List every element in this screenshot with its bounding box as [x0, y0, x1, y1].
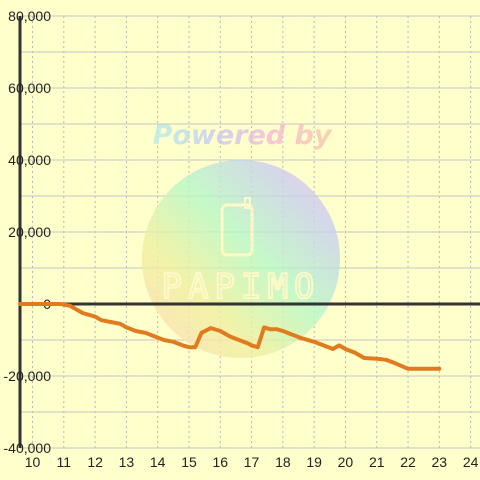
x-tick-label: 16 — [212, 454, 228, 470]
series-group — [18, 302, 442, 371]
x-tick-label: 14 — [150, 454, 166, 470]
watermark-text: Powered by — [153, 120, 333, 151]
x-tick-label: 15 — [181, 454, 197, 470]
x-tick-label: 22 — [400, 454, 416, 470]
x-tick-label: 24 — [463, 454, 479, 470]
y-tick-label: 40,000 — [8, 152, 51, 168]
x-tick-label: 18 — [275, 454, 291, 470]
y-tick-label: 20,000 — [8, 224, 51, 240]
y-tick-label: -20,000 — [4, 368, 52, 384]
x-tick-label: 21 — [369, 454, 385, 470]
watermark-logo-text: PAPIMO — [162, 267, 321, 307]
watermark-circle — [142, 160, 340, 358]
watermark: Powered by PAPIMO — [142, 120, 340, 358]
x-tick-label: 19 — [306, 454, 322, 470]
x-tick-label: 20 — [338, 454, 354, 470]
watermark-phone-icon — [220, 203, 254, 257]
y-tick-label: 80,000 — [8, 8, 51, 24]
series-line — [18, 302, 442, 371]
y-tick-label: 60,000 — [8, 80, 51, 96]
x-tick-labels: 10 11 12 13 14 15 16 17 18 19 20 21 22 23 24 — [25, 454, 479, 470]
x-tick-label: 12 — [87, 454, 103, 470]
axes — [18, 16, 480, 448]
y-tick-label: -40,000 — [4, 440, 52, 456]
x-tick-label: 23 — [432, 454, 448, 470]
x-tick-label: 11 — [57, 454, 72, 470]
watermark-phone-antenna-icon — [244, 197, 251, 209]
x-tick-label: 10 — [25, 454, 41, 470]
x-tick-label: 17 — [244, 454, 260, 470]
x-tick-label: 13 — [119, 454, 135, 470]
